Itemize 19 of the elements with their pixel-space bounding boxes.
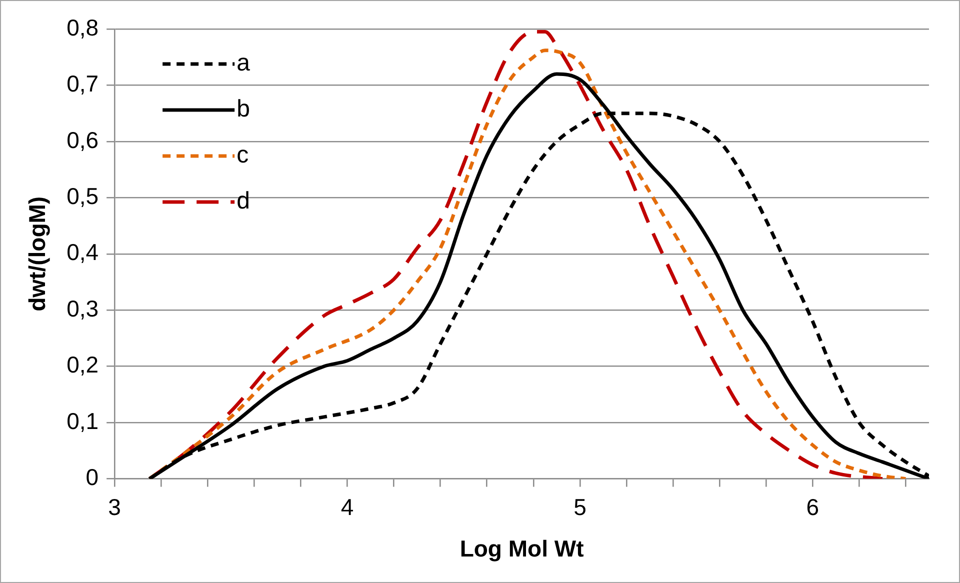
- x-tick-label: 6: [806, 494, 820, 520]
- legend-label: c: [236, 142, 249, 169]
- x-tick-label: 5: [574, 494, 586, 520]
- x-tick-label: 3: [108, 494, 121, 520]
- y-tick-label: 0: [86, 464, 99, 490]
- x-tick-label: 4: [340, 494, 354, 520]
- legend-label: b: [236, 96, 250, 123]
- y-axis-title: dwt/(logM): [24, 196, 50, 312]
- y-tick-label: 0,3: [66, 295, 99, 322]
- y-tick-label: 0,6: [66, 126, 99, 153]
- y-tick-label: 0,1: [66, 408, 99, 434]
- y-tick-label: 0,8: [66, 14, 99, 40]
- y-tick-label: 0,5: [66, 183, 99, 210]
- y-tick-label: 0,7: [66, 70, 99, 97]
- legend-label: d: [236, 188, 250, 215]
- y-tick-label: 0,2: [66, 352, 99, 378]
- y-tick-label: 0,4: [66, 239, 99, 266]
- legend-label: a: [236, 50, 251, 77]
- x-axis-title: Log Mol Wt: [460, 536, 584, 562]
